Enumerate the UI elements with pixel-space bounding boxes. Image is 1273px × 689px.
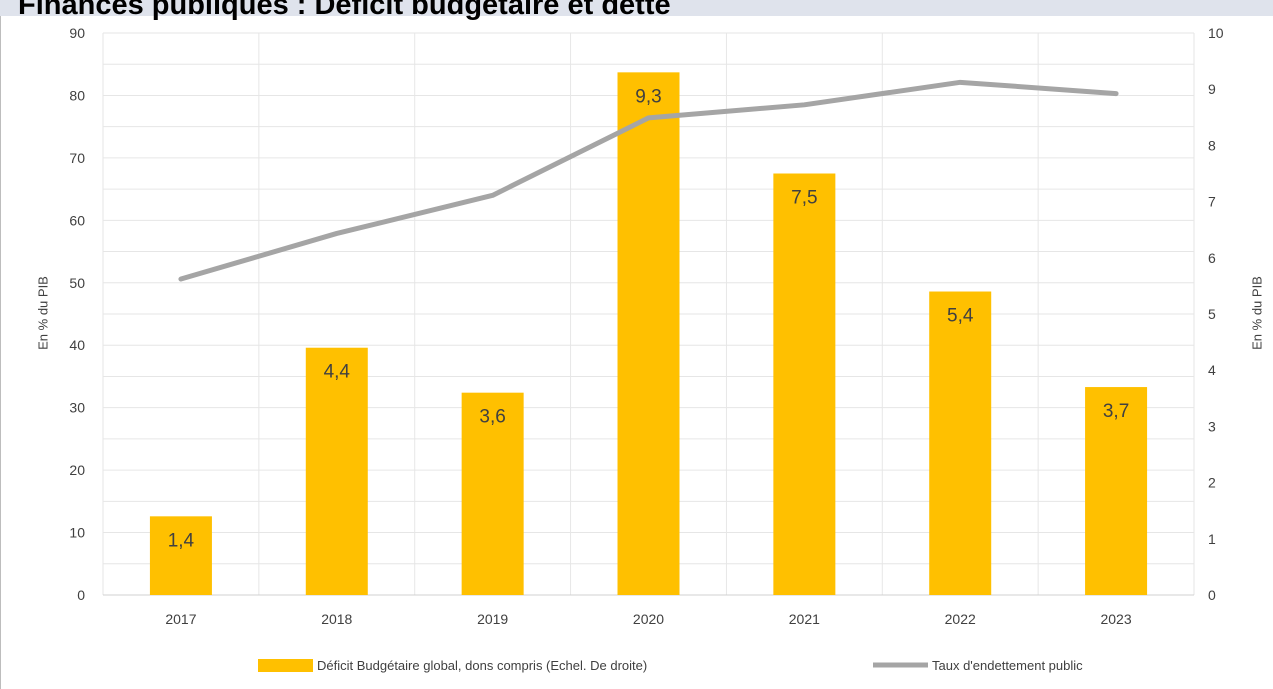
x-tick-label: 2017 — [165, 611, 196, 627]
bar-data-label: 3,6 — [479, 407, 505, 428]
left-tick-label: 80 — [69, 87, 85, 103]
right-tick-label: 2 — [1208, 475, 1216, 491]
bar — [929, 291, 992, 595]
left-axis-ticks: 0 10 20 30 40 50 60 70 80 90 — [69, 25, 85, 603]
bar-data-label: 5,4 — [947, 306, 974, 327]
right-tick-label: 9 — [1208, 81, 1216, 97]
x-tick-label: 2022 — [945, 611, 976, 627]
data-labels: 1,4 4,4 3,6 9,3 7,5 5,4 3,7 — [168, 86, 1130, 551]
right-tick-label: 6 — [1208, 250, 1216, 266]
legend-bar-swatch — [258, 659, 313, 672]
legend-bar-label: Déficit Budgétaire global, dons compris … — [317, 658, 647, 673]
line-series — [178, 79, 1119, 282]
right-tick-label: 1 — [1208, 531, 1216, 547]
right-tick-label: 10 — [1208, 25, 1224, 41]
right-tick-label: 8 — [1208, 137, 1216, 153]
left-tick-label: 10 — [69, 525, 85, 541]
x-tick-label: 2019 — [477, 611, 508, 627]
bar-data-label: 1,4 — [168, 530, 195, 551]
x-tick-label: 2018 — [321, 611, 352, 627]
debt-line — [178, 79, 1119, 282]
x-axis-ticks: 2017 2018 2019 2020 2021 2022 2023 — [165, 611, 1132, 627]
bar — [617, 72, 680, 596]
left-tick-label: 0 — [77, 587, 85, 603]
bar — [1085, 387, 1148, 595]
legend: Déficit Budgétaire global, dons compris … — [258, 658, 1083, 673]
left-tick-label: 90 — [69, 25, 85, 41]
right-axis-ticks: 0 1 2 3 4 5 6 7 8 9 10 — [1208, 25, 1224, 603]
chart-title: Finances publiques : Déficit budgétaire … — [18, 0, 671, 21]
bar-data-label: 7,5 — [791, 188, 817, 209]
left-tick-label: 40 — [69, 337, 85, 353]
title-band — [0, 0, 1273, 16]
left-axis-title: En % du PIB — [35, 276, 50, 350]
legend-line-label: Taux d'endettement public — [932, 658, 1083, 673]
left-tick-label: 70 — [69, 150, 85, 166]
bar-data-label: 4,4 — [324, 362, 351, 383]
left-tick-label: 20 — [69, 462, 85, 478]
left-tick-label: 30 — [69, 400, 85, 416]
right-tick-label: 3 — [1208, 418, 1216, 434]
bar — [305, 347, 368, 595]
x-tick-label: 2020 — [633, 611, 664, 627]
right-tick-label: 0 — [1208, 587, 1216, 603]
x-tick-label: 2023 — [1100, 611, 1131, 627]
left-tick-label: 60 — [69, 212, 85, 228]
left-tick-label: 50 — [69, 275, 85, 291]
right-tick-label: 5 — [1208, 306, 1216, 322]
x-tick-label: 2021 — [789, 611, 820, 627]
right-tick-label: 7 — [1208, 194, 1216, 210]
bar — [149, 516, 212, 595]
right-tick-label: 4 — [1208, 362, 1216, 378]
bar-data-label: 3,7 — [1103, 401, 1129, 422]
bar — [773, 173, 836, 595]
bar — [461, 392, 524, 595]
bar-data-label: 9,3 — [635, 86, 661, 107]
right-axis-title: En % du PIB — [1249, 276, 1264, 350]
bar-series — [149, 72, 1148, 596]
